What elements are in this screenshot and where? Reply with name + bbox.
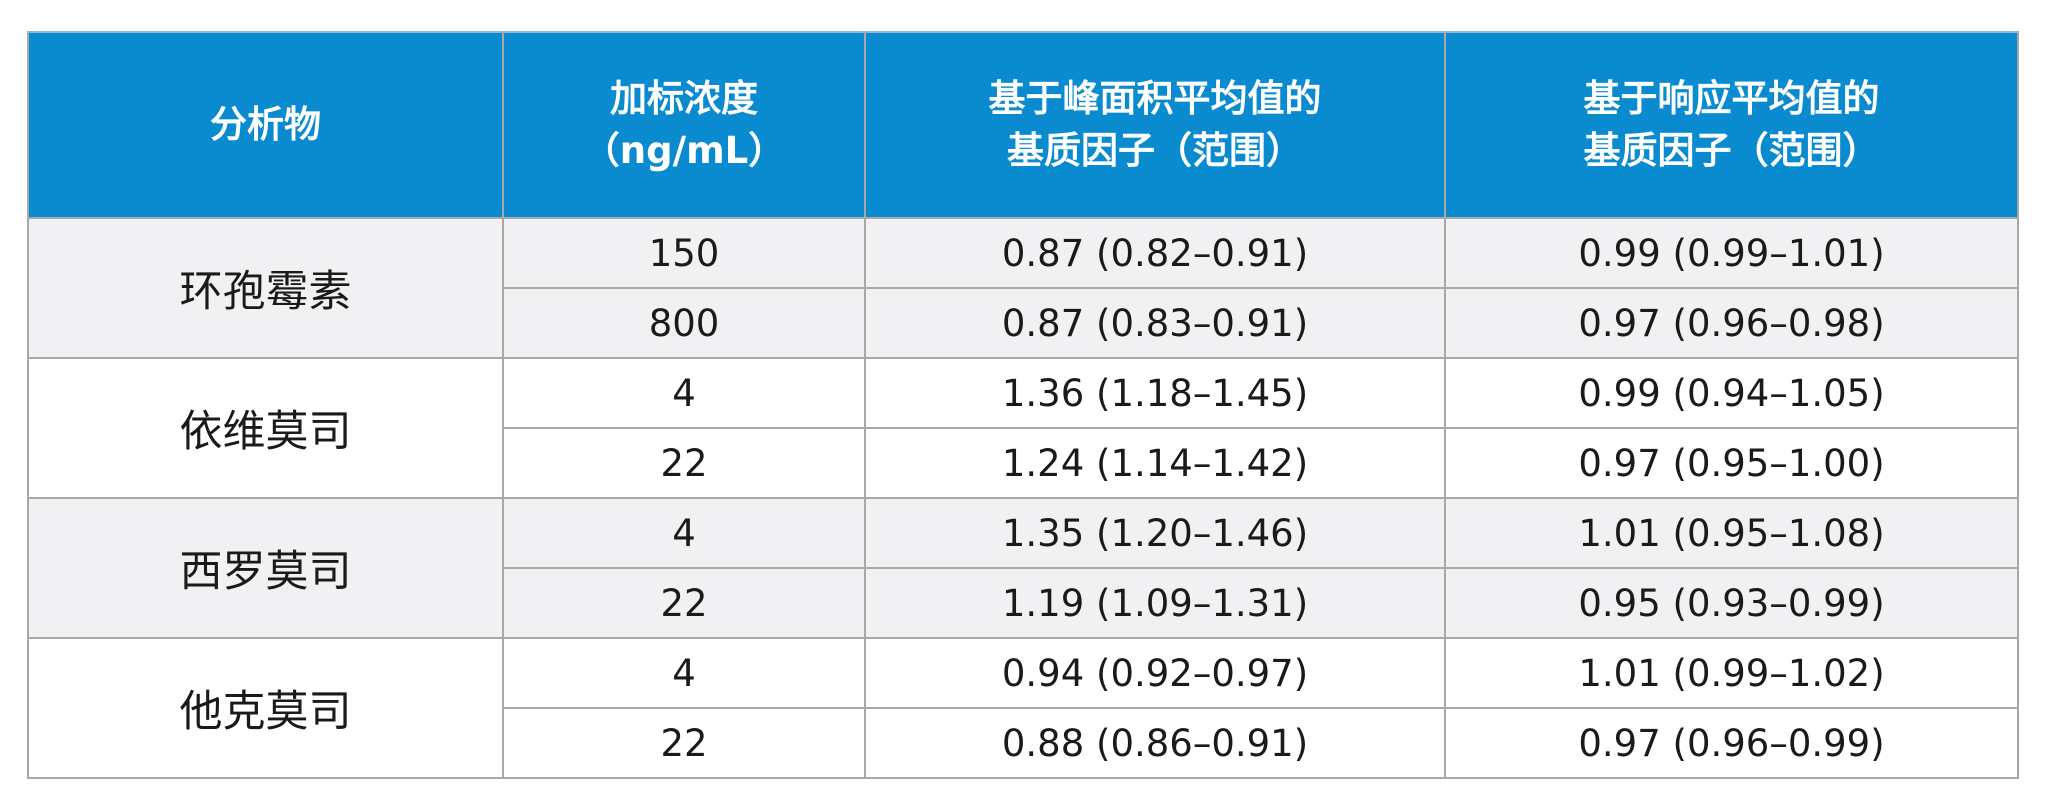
concentration-cell: 22 (502, 707, 866, 779)
response-factor-cell: 0.97 (0.96–0.98) (1444, 287, 2019, 359)
analyte-cell: 西罗莫司 (27, 497, 504, 639)
table-row: 22 1.19 (1.09–1.31) 0.95 (0.93–0.99) (28, 567, 2019, 639)
header-response-line-2: 基质因子（范围） (1583, 129, 1880, 172)
peak-area-factor-cell: 1.35 (1.20–1.46) (864, 497, 1446, 569)
response-factor-cell: 0.99 (0.99–1.01) (1444, 217, 2019, 289)
header-response-matrix-factor: 基于响应平均值的 基质因子（范围） (1444, 31, 2019, 219)
table-row: 800 0.87 (0.83–0.91) 0.97 (0.96–0.98) (28, 287, 2019, 359)
header-peak-area-line-2: 基质因子（范围） (1007, 129, 1303, 172)
header-spike-line-1: 加标浓度 (610, 77, 758, 120)
concentration-cell: 4 (502, 357, 866, 429)
header-peak-area-line-1: 基于峰面积平均值的 (988, 77, 1322, 120)
peak-area-factor-cell: 0.87 (0.82–0.91) (864, 217, 1446, 289)
table-row: 22 0.88 (0.86–0.91) 0.97 (0.96–0.99) (28, 707, 2019, 779)
response-factor-cell: 1.01 (0.99–1.02) (1444, 637, 2019, 709)
concentration-cell: 800 (502, 287, 866, 359)
peak-area-factor-cell: 1.24 (1.14–1.42) (864, 427, 1446, 499)
response-factor-cell: 0.97 (0.96–0.99) (1444, 707, 2019, 779)
table-row: 西罗莫司 4 1.35 (1.20–1.46) 1.01 (0.95–1.08) (27, 497, 2019, 639)
header-response-line-1: 基于响应平均值的 (1583, 77, 1880, 120)
matrix-factor-table: 分析物 加标浓度 （ng/mL） 基于峰面积平均值的 基质因子（范围） 基于响应… (27, 31, 2019, 779)
peak-area-factor-cell: 0.88 (0.86–0.91) (864, 707, 1446, 779)
response-factor-cell: 1.01 (0.95–1.08) (1444, 497, 2019, 569)
analyte-cell: 依维莫司 (27, 357, 504, 499)
matrix-factor-table-container: 分析物 加标浓度 （ng/mL） 基于峰面积平均值的 基质因子（范围） 基于响应… (27, 31, 2019, 779)
concentration-cell: 22 (502, 427, 866, 499)
header-spike-concentration: 加标浓度 （ng/mL） (502, 31, 866, 219)
header-spike-line-2: （ng/mL） (582, 129, 786, 172)
peak-area-factor-cell: 1.19 (1.09–1.31) (864, 567, 1446, 639)
concentration-cell: 22 (502, 567, 866, 639)
concentration-cell: 4 (502, 497, 866, 569)
concentration-cell: 150 (502, 217, 866, 289)
response-factor-cell: 0.97 (0.95–1.00) (1444, 427, 2019, 499)
concentration-cell: 4 (502, 637, 866, 709)
peak-area-factor-cell: 0.87 (0.83–0.91) (864, 287, 1446, 359)
header-peak-area-matrix-factor: 基于峰面积平均值的 基质因子（范围） (864, 31, 1446, 219)
table-row: 依维莫司 4 1.36 (1.18–1.45) 0.99 (0.94–1.05) (27, 357, 2019, 499)
analyte-cell: 环孢霉素 (27, 217, 504, 359)
table-header: 分析物 加标浓度 （ng/mL） 基于峰面积平均值的 基质因子（范围） 基于响应… (27, 31, 2019, 219)
analyte-cell: 他克莫司 (27, 637, 504, 779)
header-analyte: 分析物 (27, 31, 504, 219)
header-analyte-line: 分析物 (210, 103, 321, 146)
table-row: 他克莫司 4 0.94 (0.92–0.97) 1.01 (0.99–1.02) (27, 637, 2019, 779)
peak-area-factor-cell: 1.36 (1.18–1.45) (864, 357, 1446, 429)
table-row: 22 1.24 (1.14–1.42) 0.97 (0.95–1.00) (28, 427, 2019, 499)
table-row: 环孢霉素 150 0.87 (0.82–0.91) 0.99 (0.99–1.0… (27, 217, 2019, 359)
response-factor-cell: 0.99 (0.94–1.05) (1444, 357, 2019, 429)
response-factor-cell: 0.95 (0.93–0.99) (1444, 567, 2019, 639)
table-body: 环孢霉素 150 0.87 (0.82–0.91) 0.99 (0.99–1.0… (27, 217, 2019, 779)
header-row: 分析物 加标浓度 （ng/mL） 基于峰面积平均值的 基质因子（范围） 基于响应… (27, 31, 2019, 219)
peak-area-factor-cell: 0.94 (0.92–0.97) (864, 637, 1446, 709)
